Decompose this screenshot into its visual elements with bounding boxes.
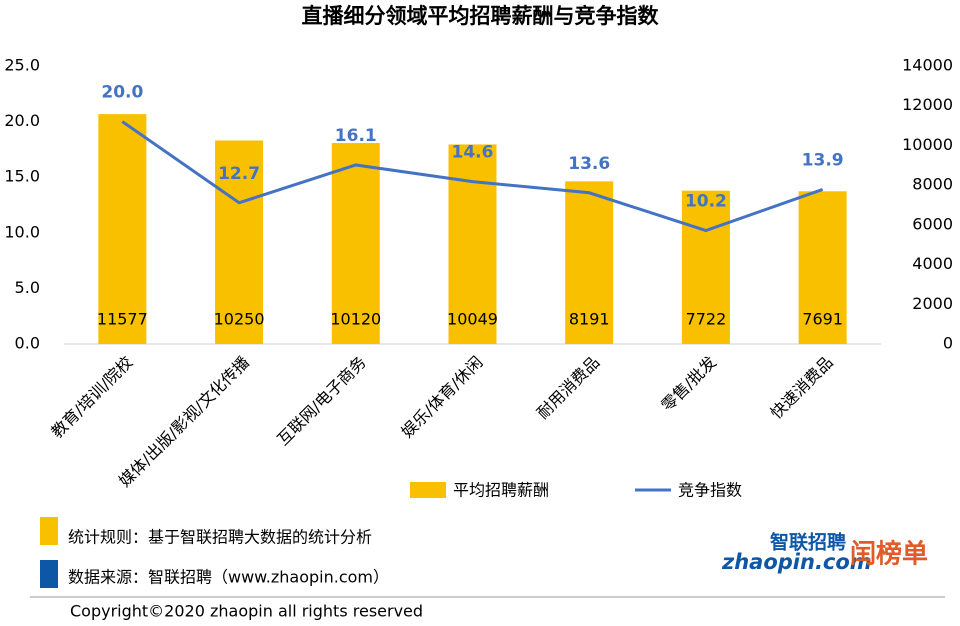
y2-tick-label: 8000	[912, 175, 953, 194]
y-tick-label: 15.0	[4, 167, 40, 186]
bar-value-label: 7722	[686, 310, 727, 329]
line-value-label: 16.1	[335, 126, 377, 146]
bar	[331, 143, 380, 344]
y-tick-label: 10.0	[4, 222, 40, 241]
y2-tick-label: 12000	[902, 95, 953, 114]
y-tick-label: 20.0	[4, 111, 40, 130]
bar-value-label: 10120	[330, 310, 381, 329]
legend-label: 平均招聘薪酬	[453, 481, 549, 500]
bar-value-label: 10049	[447, 310, 498, 329]
y-tick-label: 5.0	[15, 278, 40, 297]
legend-label: 竞争指数	[678, 481, 742, 500]
y2-tick-label: 14000	[902, 56, 953, 75]
line-value-label: 14.6	[452, 143, 494, 163]
note: 统计规则：基于智联招聘大数据的统计分析	[68, 528, 372, 547]
y-tick-label: 25.0	[4, 56, 40, 75]
x-tick-label: 教育/培训/院校	[47, 353, 136, 442]
legend-swatch	[410, 482, 446, 498]
line-value-label: 13.6	[568, 154, 610, 174]
note-swatch	[40, 517, 58, 545]
y2-tick-label: 2000	[912, 294, 953, 313]
y-tick-label: 0.0	[15, 334, 40, 353]
logo: 闰榜单	[850, 539, 928, 570]
line-value-label: 13.9	[802, 150, 844, 170]
bar	[565, 181, 614, 344]
line-value-label: 20.0	[101, 83, 143, 103]
note-swatch	[40, 560, 58, 588]
bar	[215, 140, 264, 344]
bar-value-label: 7691	[802, 310, 843, 329]
line-value-label: 10.2	[685, 192, 727, 212]
logo: zhaopin.com	[721, 550, 872, 574]
x-tick-label: 快速消费品	[767, 353, 837, 423]
y2-tick-label: 4000	[912, 254, 953, 273]
bar-value-label: 10250	[214, 310, 265, 329]
bar	[681, 190, 730, 344]
line	[121, 120, 824, 233]
logo: 智联招聘	[770, 531, 846, 554]
bar	[798, 191, 847, 344]
line-value-label: 12.7	[218, 164, 260, 184]
bar-value-label: 11577	[97, 310, 148, 329]
bar-value-label: 8191	[569, 310, 610, 329]
note: 数据来源：智联招聘（www.zhaopin.com）	[68, 568, 389, 587]
y2-tick-label: 6000	[912, 214, 953, 233]
x-tick-label: 耐用消费品	[533, 353, 603, 423]
copyright: Copyright©2020 zhaopin all rights reserv…	[70, 602, 423, 621]
chart-title: 直播细分领域平均招聘薪酬与竞争指数	[302, 4, 660, 28]
bar	[98, 114, 147, 344]
x-tick-label: 娱乐/体育/休闲	[398, 353, 487, 442]
bar	[448, 144, 497, 344]
x-tick-label: 媒体/出版/影视/文化传播	[115, 353, 253, 491]
x-tick-label: 互联网/电子商务	[273, 353, 369, 449]
y2-tick-label: 10000	[902, 135, 953, 154]
y2-tick-label: 0	[943, 334, 953, 353]
x-tick-label: 零售/批发	[657, 353, 720, 416]
